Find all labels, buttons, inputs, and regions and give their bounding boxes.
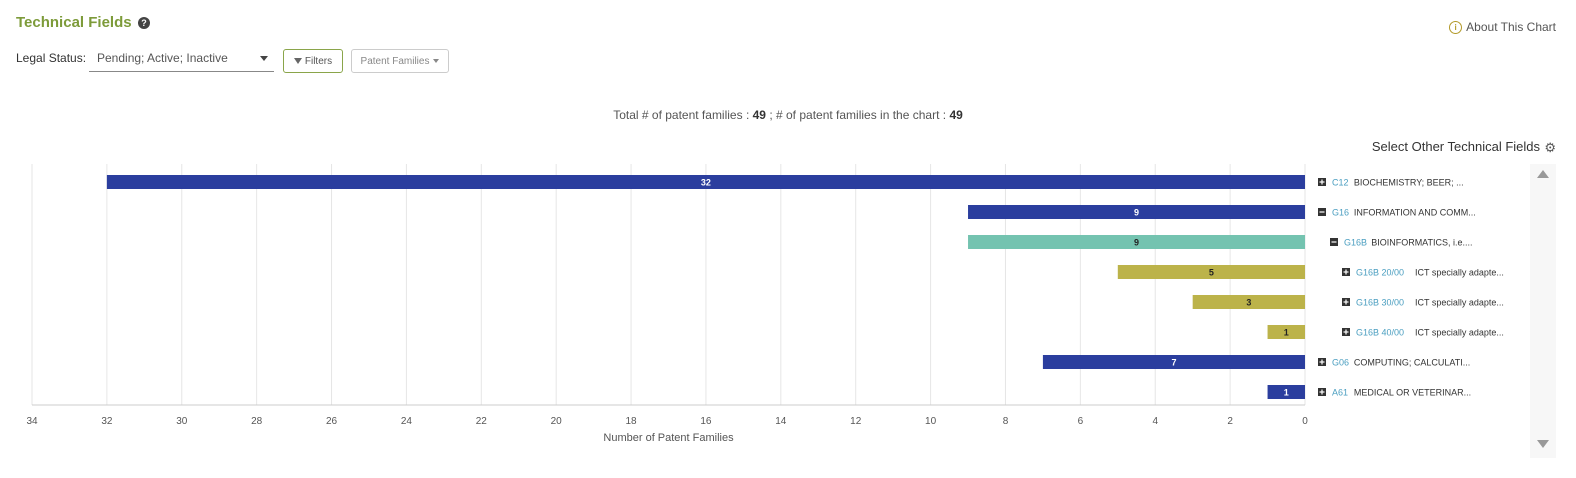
x-tick-label: 2 (1227, 416, 1233, 427)
bar-value-label: 1 (1284, 388, 1289, 398)
bar (968, 205, 1305, 219)
filters-button[interactable]: Filters (283, 49, 343, 73)
bar-value-label: 3 (1246, 298, 1251, 308)
category-label: BIOCHEMISTRY; BEER; ... (1354, 178, 1464, 188)
x-tick-label: 32 (101, 416, 113, 427)
bar (968, 235, 1305, 249)
x-tick-label: 24 (401, 416, 413, 427)
select-other-fields-link[interactable]: Select Other Technical Fields (1371, 139, 1540, 154)
category-label: ICT specially adapte... (1415, 298, 1504, 308)
x-axis-label: Number of Patent Families (603, 432, 734, 444)
legal-status-label: Legal Status: (16, 51, 87, 65)
category-label: INFORMATION AND COMM... (1354, 208, 1476, 218)
bar (1267, 325, 1305, 339)
total-label: Total # of patent families : (613, 108, 750, 122)
category-label: BIOINFORMATICS, i.e.... (1371, 238, 1472, 248)
scroll-down-arrow-icon[interactable] (1537, 440, 1549, 448)
bar (1267, 385, 1305, 399)
x-tick-label: 10 (925, 416, 937, 427)
info-circle-icon: i (1449, 20, 1463, 34)
x-tick-label: 0 (1302, 416, 1308, 427)
patent-families-label: Patent Families (360, 55, 430, 67)
scroll-up-arrow-icon[interactable] (1537, 170, 1549, 178)
x-tick-label: 18 (625, 416, 637, 427)
x-tick-label: 34 (26, 416, 38, 427)
about-chart-label: About This Chart (1466, 20, 1556, 34)
about-chart-link[interactable]: i About This Chart (1449, 20, 1556, 34)
question-circle-icon[interactable]: ? (138, 17, 150, 29)
gear-icon[interactable]: ⚙ (1544, 140, 1556, 155)
category-label: ICT specially adapte... (1415, 268, 1504, 278)
legal-status-select[interactable]: Pending; Active; Inactive (89, 47, 274, 72)
bar-value-label: 5 (1209, 268, 1214, 278)
x-tick-label: 4 (1152, 416, 1158, 427)
x-tick-label: 6 (1078, 416, 1084, 427)
legal-status-value: Pending; Active; Inactive (97, 51, 228, 65)
chevron-down-icon (260, 56, 268, 61)
page-title: Technical Fields (16, 14, 132, 31)
category-code: G16B 20/00 (1356, 268, 1404, 278)
filters-button-label: Filters (304, 55, 333, 67)
bar (1042, 355, 1305, 369)
category-code: G16B (1344, 238, 1367, 248)
bar-value-label: 32 (701, 178, 711, 188)
category-code: G16B 30/00 (1356, 298, 1404, 308)
bar (1117, 265, 1305, 279)
in-chart-value: 49 (949, 108, 963, 122)
category-label: ICT specially adapte... (1415, 328, 1504, 338)
category-code: A61 (1332, 388, 1348, 398)
bar (1192, 295, 1305, 309)
scrollbar-track[interactable] (1530, 164, 1556, 458)
bar-value-label: 7 (1171, 358, 1176, 368)
x-tick-label: 28 (251, 416, 263, 427)
total-value: 49 (752, 108, 766, 122)
x-tick-label: 20 (551, 416, 563, 427)
x-tick-label: 22 (476, 416, 488, 427)
bar-value-label: 9 (1134, 208, 1139, 218)
x-tick-label: 8 (1003, 416, 1009, 427)
category-label: COMPUTING; CALCULATI... (1354, 358, 1470, 368)
bar-value-label: 9 (1134, 238, 1139, 248)
x-tick-label: 12 (850, 416, 862, 427)
bar-value-label: 1 (1284, 328, 1289, 338)
x-tick-label: 30 (176, 416, 188, 427)
x-tick-label: 16 (700, 416, 712, 427)
in-chart-label: ; # of patent families in the chart : (769, 108, 947, 122)
caret-down-icon (433, 59, 440, 63)
totals-summary: Total # of patent families : 49 ; # of p… (0, 108, 1576, 122)
category-label: MEDICAL OR VETERINAR... (1354, 388, 1471, 398)
patent-families-button[interactable]: Patent Families (351, 49, 449, 73)
x-tick-label: 26 (326, 416, 338, 427)
category-code: G16 (1332, 208, 1349, 218)
x-tick-label: 14 (775, 416, 787, 427)
category-code: G16B 40/00 (1356, 328, 1404, 338)
bar (106, 175, 1306, 189)
category-code: C12 (1332, 178, 1349, 188)
category-code: G06 (1332, 358, 1349, 368)
filter-icon (293, 58, 302, 64)
